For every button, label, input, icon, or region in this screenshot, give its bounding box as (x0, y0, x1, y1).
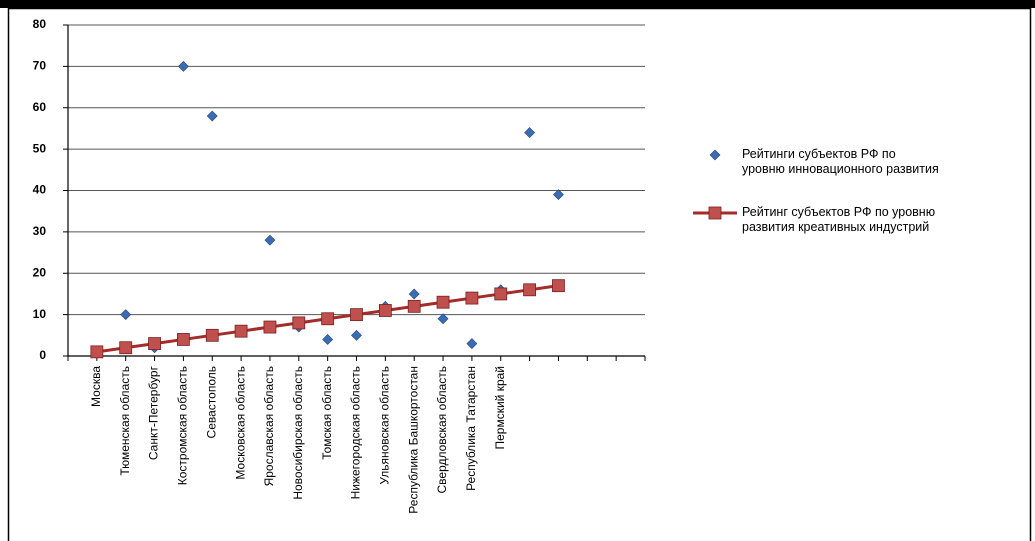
legend-label: Рейтинг субъектов РФ по уровню развития к… (742, 205, 935, 234)
marker (119, 341, 133, 355)
point (206, 110, 218, 122)
x-tick-label: Московская область (233, 366, 247, 480)
x-tick-label: Тюменская область (118, 366, 132, 476)
point (408, 288, 420, 300)
point (466, 338, 478, 350)
marker (436, 295, 450, 309)
x-tick-label: Костромская область (176, 366, 190, 485)
x-tick-label: Новосибирская область (291, 366, 305, 500)
x-tick-label: Ярославская область (262, 366, 276, 486)
marker (407, 299, 421, 313)
y-tick-label: 80 (33, 17, 47, 31)
marker (292, 316, 306, 330)
x-tick-label: Свердловская область (435, 366, 449, 493)
x-tick-label: Республика Татарстан (464, 366, 478, 491)
x-tick-label: Ульяновская область (378, 366, 392, 485)
y-tick-label: 10 (33, 307, 47, 321)
x-tick-label: Санкт-Петербург (147, 365, 161, 460)
point (120, 309, 132, 321)
marker (176, 333, 190, 346)
legend-symbol (709, 149, 721, 161)
marker (378, 304, 392, 317)
point (351, 329, 362, 341)
point (524, 127, 536, 138)
marker (523, 283, 536, 297)
y-tick-label: 40 (33, 183, 47, 197)
marker (234, 324, 248, 338)
x-tick-label: Москва (89, 366, 103, 407)
x-tick-label: Нижегородская область (349, 366, 363, 499)
x-tick-label: Томская область (320, 366, 334, 460)
marker (465, 291, 479, 305)
point (264, 234, 276, 246)
x-tick-label: Республика Башкортостан (406, 366, 420, 514)
legend-symbol (708, 206, 722, 220)
x-tick-label: Пермский край (493, 366, 507, 450)
y-tick-label: 50 (33, 141, 47, 155)
y-tick-label: 20 (33, 265, 47, 279)
legend-label: Рейтинги субъектов РФ по уровню инновацио… (742, 147, 939, 176)
x-tick-label: Севастополь (204, 366, 218, 438)
y-tick-label: 70 (33, 59, 47, 73)
marker (205, 328, 219, 342)
y-tick-label: 30 (33, 224, 47, 238)
marker (263, 320, 277, 334)
point (553, 189, 564, 201)
marker (350, 308, 363, 322)
point (322, 334, 334, 345)
chart-frame (7, 7, 1032, 541)
marker (148, 337, 161, 350)
marker (552, 279, 565, 293)
marker (321, 312, 335, 326)
y-tick-label: 60 (33, 100, 47, 114)
y-tick-label: 0 (39, 348, 46, 362)
marker (494, 287, 508, 301)
point (437, 313, 449, 325)
point (177, 60, 189, 72)
marker (90, 345, 104, 359)
top-bar (0, 0, 1035, 8)
